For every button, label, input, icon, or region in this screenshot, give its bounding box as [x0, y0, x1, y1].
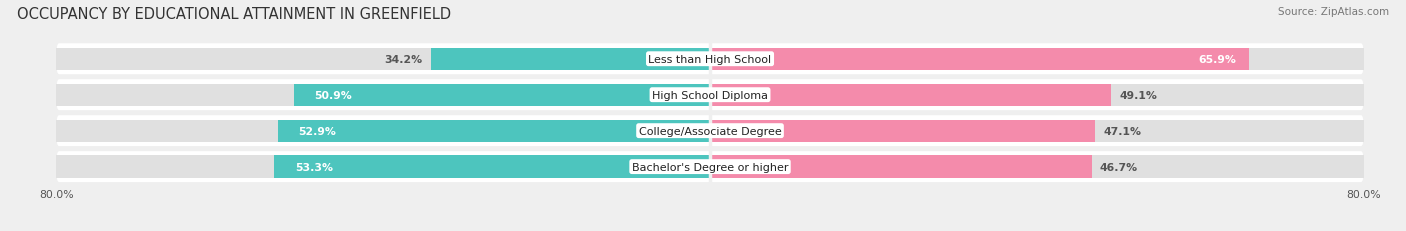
Bar	[710, 120, 1095, 142]
Text: 52.9%: 52.9%	[298, 126, 336, 136]
FancyBboxPatch shape	[56, 44, 1364, 75]
Text: Less than High School: Less than High School	[648, 55, 772, 64]
Text: 47.1%: 47.1%	[1104, 126, 1142, 136]
Text: 50.9%: 50.9%	[315, 90, 353, 100]
Text: 65.9%: 65.9%	[1198, 55, 1236, 64]
Bar	[56, 48, 710, 71]
FancyBboxPatch shape	[56, 152, 1364, 182]
Bar	[710, 84, 1364, 106]
Bar	[710, 156, 1091, 178]
Bar	[56, 156, 710, 178]
Text: OCCUPANCY BY EDUCATIONAL ATTAINMENT IN GREENFIELD: OCCUPANCY BY EDUCATIONAL ATTAINMENT IN G…	[17, 7, 451, 22]
FancyBboxPatch shape	[56, 116, 1364, 146]
Bar	[278, 120, 710, 142]
Bar	[294, 84, 710, 106]
Bar	[710, 48, 1249, 71]
FancyBboxPatch shape	[56, 80, 1364, 111]
Text: 49.1%: 49.1%	[1119, 90, 1157, 100]
Bar	[56, 120, 710, 142]
Text: 53.3%: 53.3%	[295, 162, 333, 172]
Bar	[274, 156, 710, 178]
Text: Source: ZipAtlas.com: Source: ZipAtlas.com	[1278, 7, 1389, 17]
Bar	[710, 156, 1364, 178]
Bar	[56, 84, 710, 106]
Text: 34.2%: 34.2%	[384, 55, 422, 64]
Text: College/Associate Degree: College/Associate Degree	[638, 126, 782, 136]
Bar	[710, 120, 1364, 142]
Text: 46.7%: 46.7%	[1099, 162, 1137, 172]
Text: High School Diploma: High School Diploma	[652, 90, 768, 100]
Bar	[430, 48, 710, 71]
Bar	[710, 84, 1111, 106]
Bar	[710, 48, 1364, 71]
Text: Bachelor's Degree or higher: Bachelor's Degree or higher	[631, 162, 789, 172]
